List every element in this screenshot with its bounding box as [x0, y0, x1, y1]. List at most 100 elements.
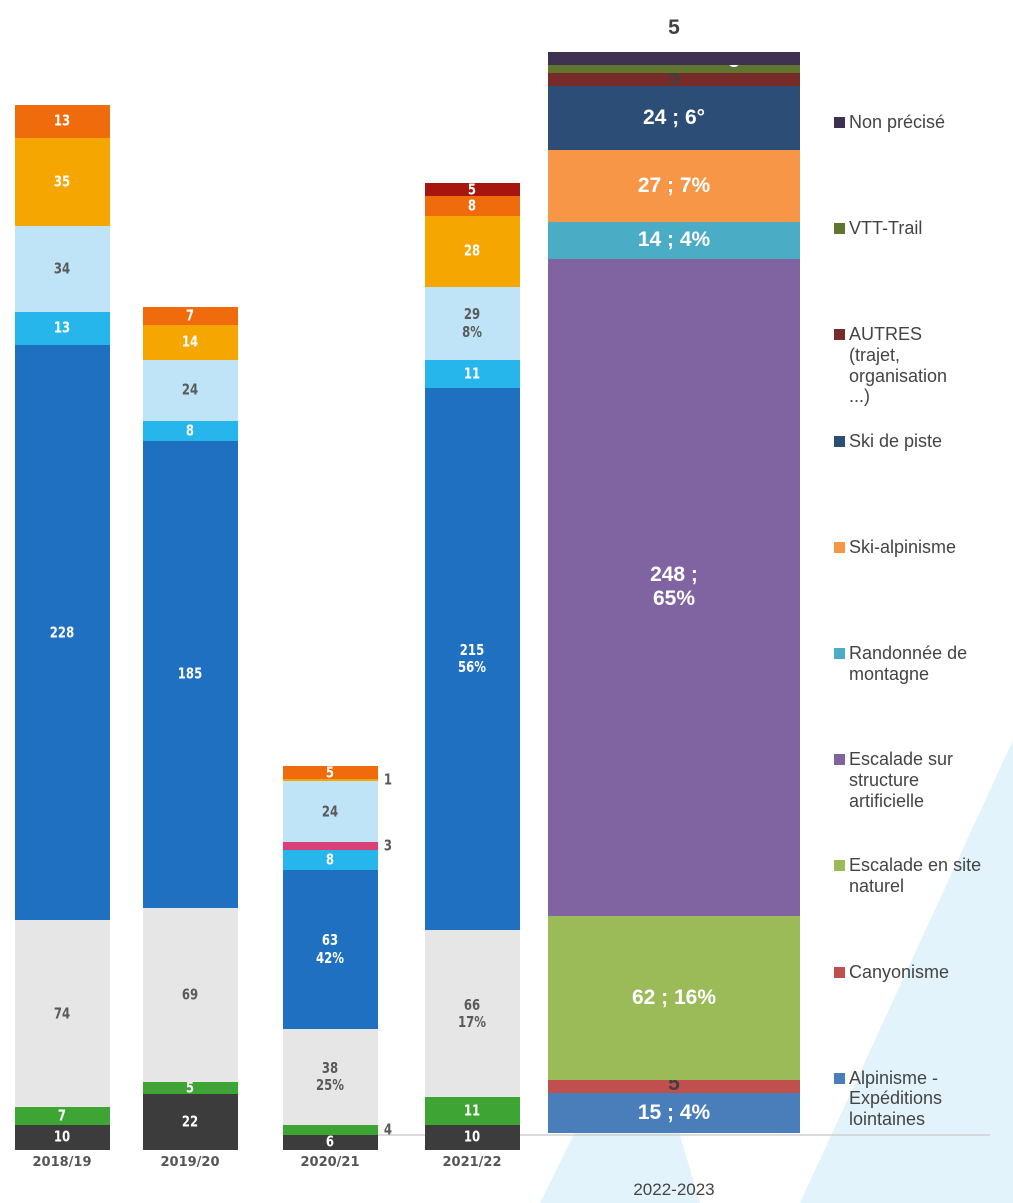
data-label: 8	[185, 420, 195, 439]
bar-segment	[282, 1028, 378, 1125]
bar-segment	[548, 65, 800, 74]
legend-label: Randonnée de montagne	[849, 643, 968, 684]
bar-segment	[14, 344, 110, 921]
data-label: 8	[467, 196, 477, 215]
x-tick-label: 2019/20	[160, 1155, 220, 1170]
data-label: 13	[53, 111, 71, 130]
legend-swatch	[834, 223, 845, 235]
legend-label: Escalade en site naturel	[849, 855, 982, 897]
legend-item: AUTRES (trajet, organisation ...)	[834, 324, 1004, 407]
bar-segment	[424, 930, 520, 1097]
bar-segment	[142, 440, 238, 908]
legend-label: VTT-Trail	[849, 218, 923, 239]
data-label: 63 42%	[315, 931, 345, 967]
legend-swatch	[834, 966, 845, 978]
bar-segment	[424, 387, 520, 931]
bar-segment	[282, 849, 378, 870]
legend-label: Ski de piste	[849, 430, 943, 451]
data-label: 27 ; 7%	[637, 173, 711, 197]
data-label: 15 ; 4%	[637, 1101, 711, 1125]
bar-segment	[424, 286, 520, 360]
data-label: 5	[325, 763, 335, 781]
data-label: 62 ; 16%	[631, 985, 717, 1009]
legend-swatch	[834, 1072, 845, 1084]
data-label: 24	[321, 802, 339, 821]
bar-segment	[548, 221, 800, 259]
data-label: 28	[463, 241, 481, 260]
data-label: 34	[53, 259, 71, 278]
data-label: 7	[57, 1106, 67, 1125]
legend-item: Randonnée de montagne	[834, 643, 1004, 684]
legend-item: Escalade en site naturel	[834, 855, 1004, 896]
data-label: 66 17%	[457, 995, 487, 1031]
legend-label: AUTRES (trajet, organisation ...)	[849, 324, 948, 407]
data-label: 8	[325, 850, 335, 869]
legend-label: Canyonisme	[849, 961, 950, 982]
bar-segment	[142, 359, 238, 421]
x-tick-label: 2020/21	[300, 1155, 360, 1170]
data-label: 6	[325, 1132, 335, 1151]
legend-item: VTT-Trail	[834, 218, 1004, 239]
data-label: 38 25%	[315, 1058, 345, 1094]
bar-segment	[282, 1124, 378, 1135]
data-label: 24 ; 6°	[642, 106, 706, 130]
bar-segment	[424, 1096, 520, 1125]
bar-segment	[14, 226, 110, 312]
bar-segment	[548, 258, 800, 916]
legend-item: Non précisé	[834, 112, 1004, 133]
data-label: 10	[53, 1127, 71, 1146]
data-label: 11	[463, 364, 481, 383]
x-tick-label: 2022-2023	[633, 1180, 715, 1199]
bar-segment	[142, 420, 238, 441]
bar-segment	[142, 324, 238, 360]
bar-segment	[424, 1124, 520, 1150]
data-label: 24	[181, 380, 199, 399]
bar-segment	[548, 73, 800, 87]
data-label: 5	[668, 65, 680, 89]
legend-item: Canyonisme	[834, 962, 1004, 983]
x-tick-label: 2021/22	[442, 1155, 502, 1170]
bar-segment	[142, 1094, 238, 1150]
legend-label: Ski-alpinisme	[849, 536, 957, 557]
data-label: 4	[383, 1120, 392, 1139]
legend-swatch	[834, 541, 845, 553]
bar-segment	[14, 1124, 110, 1150]
data-label: 14 ; 4%	[637, 228, 711, 252]
legend-item: Ski-alpinisme	[834, 537, 1004, 558]
bar-segment	[424, 195, 520, 217]
legend-swatch	[834, 329, 845, 341]
bar-segment	[14, 920, 110, 1108]
legend-swatch	[834, 648, 845, 659]
data-label: 228	[49, 622, 75, 641]
bar-segment	[282, 766, 378, 779]
legend-swatch	[834, 435, 845, 447]
data-label: 14	[181, 332, 199, 351]
legend-item: Escalade sur structure artificielle	[834, 749, 1004, 811]
data-label: 5	[185, 1078, 195, 1097]
legend-item: Ski de piste	[834, 431, 1004, 452]
bar-segment	[548, 150, 800, 222]
bar-segment	[14, 311, 110, 345]
data-label: 22	[181, 1112, 199, 1131]
bar-segment	[548, 1093, 800, 1133]
bar-segment	[424, 183, 520, 196]
data-label: 5	[668, 15, 680, 39]
bar-segment	[282, 1134, 378, 1150]
bar-segment	[142, 907, 238, 1082]
legend-swatch	[834, 754, 845, 766]
bar-segment	[282, 778, 378, 782]
data-label: 74	[53, 1004, 71, 1023]
data-label: 1	[383, 770, 392, 789]
data-label: 35	[53, 172, 71, 191]
bar-segment	[142, 1081, 238, 1095]
bar-segment	[14, 1107, 110, 1125]
bar-segment	[14, 137, 110, 227]
legend-swatch	[834, 860, 845, 872]
bar-segment	[548, 52, 800, 66]
bar-segment	[282, 869, 378, 1029]
data-label: 29 8%	[462, 305, 482, 341]
data-label: 185	[177, 664, 203, 683]
legend-swatch	[834, 117, 845, 128]
data-label: 215 56%	[457, 640, 487, 677]
